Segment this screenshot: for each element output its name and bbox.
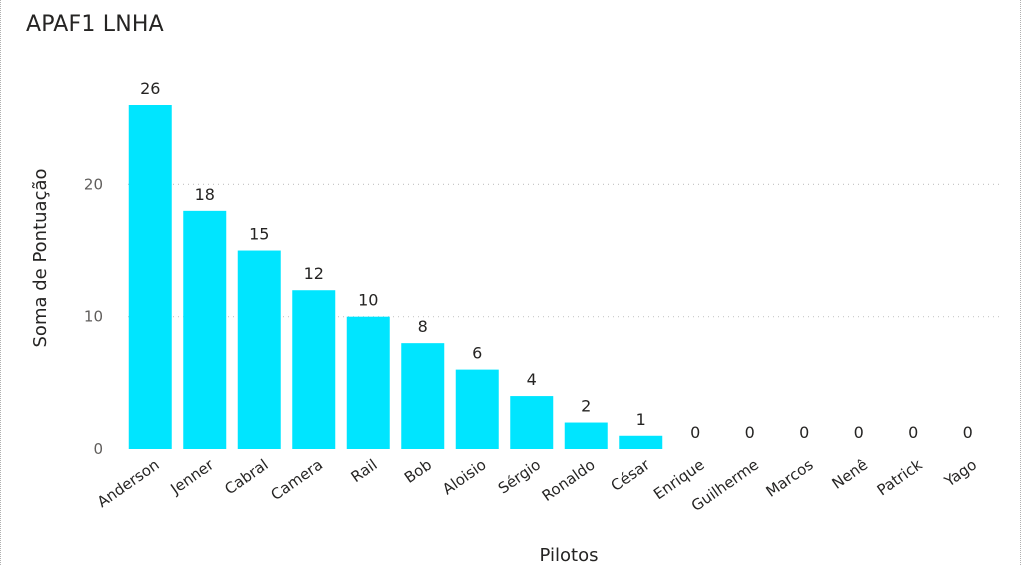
bar[interactable] xyxy=(619,435,663,449)
bar[interactable] xyxy=(183,210,227,449)
data-label: 6 xyxy=(472,344,482,363)
bar[interactable] xyxy=(564,422,608,449)
y-tick-label: 0 xyxy=(93,440,103,458)
data-label: 8 xyxy=(418,317,428,336)
x-category-label: Nenê xyxy=(829,456,871,493)
x-category-label: Marcos xyxy=(763,455,817,500)
bars xyxy=(128,105,663,449)
chart-title: APAF1 LNHA xyxy=(26,12,164,37)
x-category-label: César xyxy=(608,455,654,495)
bar[interactable] xyxy=(455,369,499,449)
data-label: 2 xyxy=(581,397,591,416)
x-category-label: Rail xyxy=(348,456,381,487)
y-axis-title: Soma de Pontuação xyxy=(30,168,51,347)
data-label: 15 xyxy=(249,225,269,244)
x-category-label: Patrick xyxy=(874,455,926,499)
y-tick-label: 20 xyxy=(84,175,103,193)
x-category-label: Camera xyxy=(267,456,326,505)
bar[interactable] xyxy=(128,105,172,449)
bar[interactable] xyxy=(292,290,336,449)
x-category-label: Aloisio xyxy=(439,456,489,499)
y-axis-ticks: 0 10 20 xyxy=(84,175,103,458)
x-category-label: Bob xyxy=(401,456,435,487)
data-label: 4 xyxy=(527,370,537,389)
x-axis-title: Pilotos xyxy=(540,545,599,566)
bar[interactable] xyxy=(346,316,390,449)
bar[interactable] xyxy=(401,343,445,449)
x-category-label: Yago xyxy=(940,456,980,491)
data-label: 0 xyxy=(963,423,973,442)
data-label: 1 xyxy=(636,410,646,429)
x-category-label: Cabral xyxy=(221,456,271,499)
bar[interactable] xyxy=(510,396,554,449)
x-category-label: Sérgio xyxy=(495,456,544,498)
data-label: 0 xyxy=(745,423,755,442)
x-category-label: Jenner xyxy=(167,455,218,498)
data-label: 0 xyxy=(854,423,864,442)
x-category-label: Anderson xyxy=(94,456,163,512)
data-label: 12 xyxy=(304,264,324,283)
bar[interactable] xyxy=(237,250,281,449)
data-label: 10 xyxy=(358,291,378,310)
x-category-label: Ronaldo xyxy=(539,456,599,505)
data-label: 18 xyxy=(195,185,215,204)
data-label: 0 xyxy=(690,423,700,442)
data-label: 26 xyxy=(140,79,160,98)
data-label: 0 xyxy=(799,423,809,442)
data-label: 0 xyxy=(908,423,918,442)
y-tick-label: 10 xyxy=(84,308,103,326)
